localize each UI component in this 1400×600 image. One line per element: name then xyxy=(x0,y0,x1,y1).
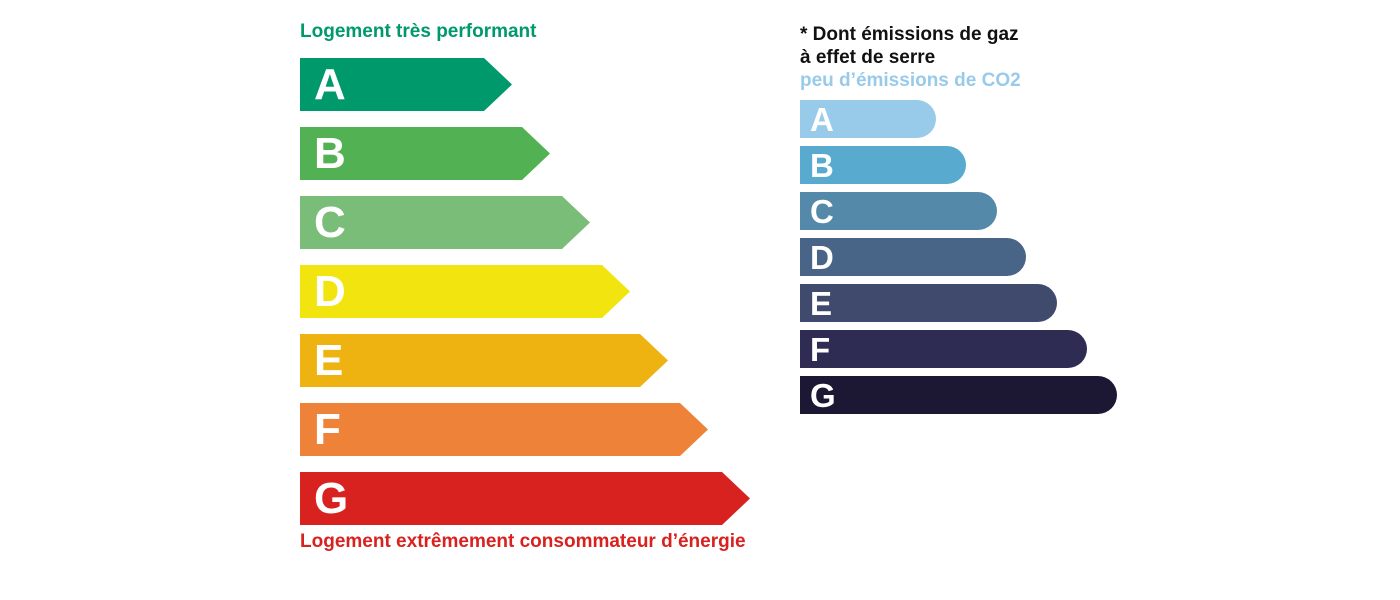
energy-grade-arrow-d: D xyxy=(300,265,630,318)
co2-header-line2: à effet de serre xyxy=(800,47,936,68)
co2-grade-bar-b: B xyxy=(800,146,966,184)
energy-grade-arrow-f: F xyxy=(300,403,708,456)
co2-grade-letter: A xyxy=(810,100,834,138)
co2-grade-bar-d: D xyxy=(800,238,1026,276)
energy-grade-letter: G xyxy=(314,473,349,523)
energy-grade-arrow-e: E xyxy=(300,334,668,387)
co2-grade-letter: F xyxy=(810,330,831,368)
energy-grade-letter: D xyxy=(314,266,346,316)
energy-grade-arrow-a: A xyxy=(300,58,512,111)
co2-grade-letter: C xyxy=(810,192,834,230)
energy-grade-letter: C xyxy=(314,197,346,247)
energy-scale-top-label: Logement très performant xyxy=(300,21,537,42)
co2-grade-bar-g: G xyxy=(800,376,1117,414)
co2-header-line1: * Dont émissions de gaz xyxy=(800,24,1019,45)
energy-grade-letter: E xyxy=(314,335,344,385)
energy-grade-letter: F xyxy=(314,404,341,454)
co2-grade-letter: D xyxy=(810,238,834,276)
co2-grade-bar-f: F xyxy=(800,330,1087,368)
co2-grade-bar-c: C xyxy=(800,192,997,230)
co2-grade-letter: G xyxy=(810,376,836,414)
co2-scale-header: * Dont émissions de gaz à effet de serre… xyxy=(800,23,1021,92)
energy-scale-bottom-label: Logement extrêmement consommateur d’éner… xyxy=(300,531,746,552)
co2-grade-letter: B xyxy=(810,146,834,184)
co2-header-subtitle: peu d’émissions de CO2 xyxy=(800,70,1021,91)
energy-grade-arrow-b: B xyxy=(300,127,550,180)
energy-grade-arrow-c: C xyxy=(300,196,590,249)
co2-grade-bar-e: E xyxy=(800,284,1057,322)
energy-grade-letter: B xyxy=(314,128,346,178)
co2-grade-letter: E xyxy=(810,284,833,322)
co2-grade-bar-a: A xyxy=(800,100,936,138)
energy-grade-letter: A xyxy=(314,59,346,109)
energy-grade-arrow-g: G xyxy=(300,472,750,525)
